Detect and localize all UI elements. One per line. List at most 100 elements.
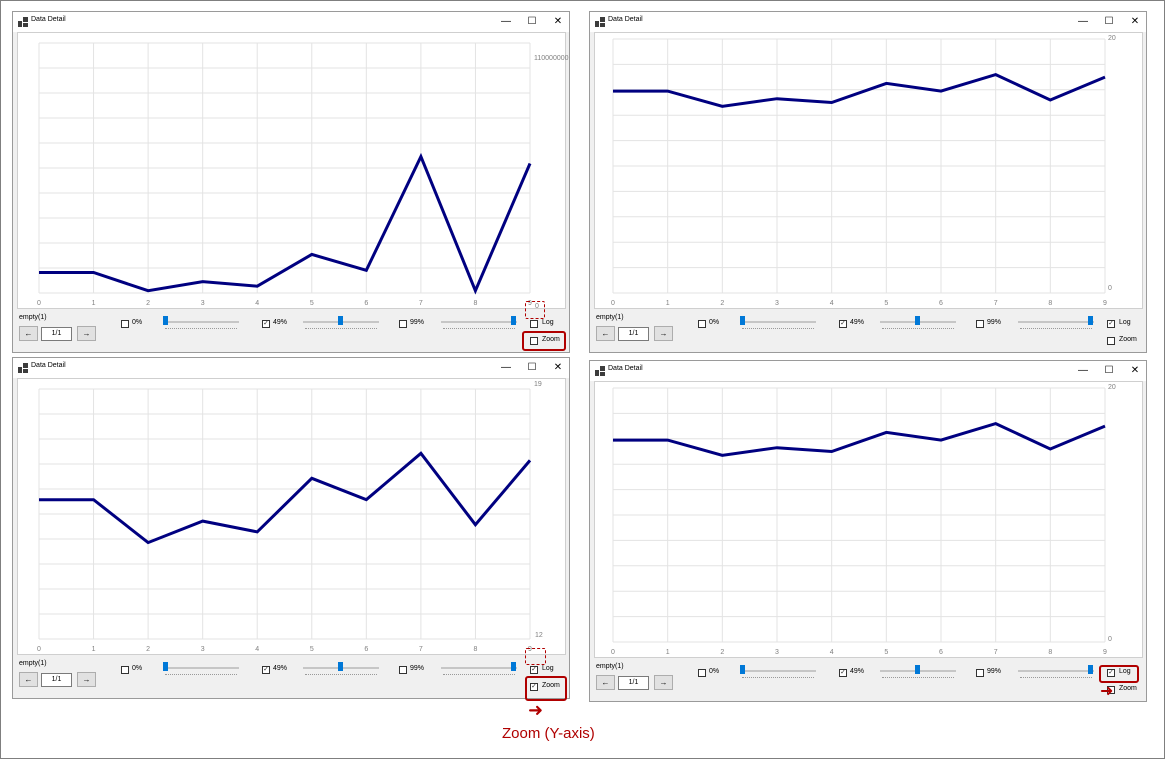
x-tick-label: 9 (1103, 649, 1107, 656)
data-detail-window: Data Detail — ☐ ✕ 0 1 2 3 4 5 6 7 8 9 20 0 empty(1) ← 1/1 →… (589, 360, 1147, 702)
prev-page-button[interactable]: ← (19, 672, 38, 687)
x-tick-label: 4 (255, 646, 259, 653)
threshold-high-slider[interactable] (441, 321, 517, 323)
threshold-low-label: 0% (709, 319, 720, 326)
prev-page-button[interactable]: ← (596, 326, 615, 341)
page-field[interactable]: 1/1 (41, 673, 72, 687)
slider-thumb[interactable] (338, 662, 343, 671)
zoom-label: Zoom (542, 682, 560, 689)
threshold-high-checkbox[interactable] (399, 666, 407, 674)
close-button[interactable]: ✕ (553, 362, 563, 373)
maximize-button[interactable]: ☐ (527, 16, 537, 27)
threshold-mid-checkbox[interactable]: ✓ (839, 669, 847, 677)
threshold-low-slider[interactable] (740, 321, 816, 323)
next-page-button[interactable]: → (654, 326, 673, 341)
threshold-high-slider[interactable] (1018, 670, 1094, 672)
x-tick-label: 0 (37, 646, 41, 653)
threshold-low-checkbox[interactable] (121, 666, 129, 674)
x-tick-label: 1 (666, 300, 670, 307)
slider-ticks (882, 328, 954, 330)
page-field[interactable]: 1/1 (618, 676, 649, 690)
series-label: empty(1) (19, 314, 47, 321)
log-checkbox[interactable]: ✓ (530, 666, 538, 674)
threshold-low-slider[interactable] (163, 667, 239, 669)
close-button[interactable]: ✕ (1130, 16, 1140, 27)
prev-page-button[interactable]: ← (19, 326, 38, 341)
next-page-button[interactable]: → (77, 326, 96, 341)
zoom-checkbox[interactable]: ✓ (530, 683, 538, 691)
minimize-button[interactable]: — (501, 16, 511, 27)
prev-page-button[interactable]: ← (596, 675, 615, 690)
slider-thumb[interactable] (740, 316, 745, 325)
slider-thumb[interactable] (163, 316, 168, 325)
threshold-high-label: 99% (410, 319, 425, 326)
y-max-label: 19 (534, 381, 542, 388)
series-line (613, 421, 1106, 457)
threshold-high-checkbox[interactable] (399, 320, 407, 328)
threshold-mid-checkbox[interactable]: ✓ (262, 666, 270, 674)
threshold-low-label: 0% (132, 665, 143, 672)
title-bar[interactable]: Data Detail — ☐ ✕ (13, 12, 569, 32)
threshold-low-checkbox[interactable] (121, 320, 129, 328)
maximize-button[interactable]: ☐ (527, 362, 537, 373)
data-detail-window: Data Detail — ☐ ✕ 0 1 2 3 4 5 6 7 8 9 19 12 empty(1) ← 1/1… (12, 357, 570, 701)
close-button[interactable]: ✕ (1130, 365, 1140, 376)
zoom-checkbox[interactable] (1107, 686, 1115, 694)
minimize-button[interactable]: — (1078, 16, 1088, 27)
slider-thumb[interactable] (740, 665, 745, 674)
slider-thumb[interactable] (915, 665, 920, 674)
y-min-label: 0 (1108, 636, 1112, 643)
title-bar[interactable]: Data Detail — ☐ ✕ (13, 358, 569, 378)
maximize-button[interactable]: ☐ (1104, 365, 1114, 376)
x-tick-label: 5 (310, 646, 314, 653)
close-button[interactable]: ✕ (553, 16, 563, 27)
threshold-low-slider[interactable] (163, 321, 239, 323)
log-checkbox[interactable] (530, 320, 538, 328)
app-icon (18, 17, 28, 27)
log-checkbox[interactable]: ✓ (1107, 669, 1115, 677)
x-tick-label: 1 (666, 649, 670, 656)
y-min-label: 0 (1108, 285, 1112, 292)
threshold-mid-checkbox[interactable]: ✓ (262, 320, 270, 328)
series-label: empty(1) (596, 314, 624, 321)
threshold-low-checkbox[interactable] (698, 320, 706, 328)
threshold-high-checkbox[interactable] (976, 320, 984, 328)
title-bar[interactable]: Data Detail — ☐ ✕ (590, 361, 1146, 381)
zoom-checkbox[interactable] (1107, 337, 1115, 345)
zoom-checkbox[interactable] (530, 337, 538, 345)
zoom-label: Zoom (1119, 336, 1137, 343)
x-tick-label: 3 (775, 649, 779, 656)
threshold-high-slider[interactable] (441, 667, 517, 669)
slider-thumb[interactable] (338, 316, 343, 325)
series-line (613, 72, 1106, 108)
threshold-low-checkbox[interactable] (698, 669, 706, 677)
maximize-button[interactable]: ☐ (1104, 16, 1114, 27)
slider-thumb[interactable] (511, 662, 516, 671)
page-field[interactable]: 1/1 (618, 327, 649, 341)
slider-thumb[interactable] (915, 316, 920, 325)
threshold-mid-checkbox[interactable]: ✓ (839, 320, 847, 328)
next-page-button[interactable]: → (77, 672, 96, 687)
minimize-button[interactable]: — (1078, 365, 1088, 376)
x-tick-label: 0 (611, 300, 615, 307)
threshold-mid-label: 49% (273, 319, 288, 326)
slider-thumb[interactable] (163, 662, 168, 671)
page-field[interactable]: 1/1 (41, 327, 72, 341)
slider-ticks (165, 328, 237, 330)
next-page-button[interactable]: → (654, 675, 673, 690)
slider-thumb[interactable] (1088, 665, 1093, 674)
log-checkbox[interactable]: ✓ (1107, 320, 1115, 328)
log-highlight (1099, 665, 1139, 683)
title-bar[interactable]: Data Detail — ☐ ✕ (590, 12, 1146, 32)
x-tick-label: 7 (994, 649, 998, 656)
threshold-high-checkbox[interactable] (976, 669, 984, 677)
threshold-high-slider[interactable] (1018, 321, 1094, 323)
slider-thumb[interactable] (511, 316, 516, 325)
x-tick-label: 9 (528, 646, 532, 653)
minimize-button[interactable]: — (501, 362, 511, 373)
x-tick-label: 8 (473, 646, 477, 653)
slider-thumb[interactable] (1088, 316, 1093, 325)
threshold-high-label: 99% (410, 665, 425, 672)
threshold-low-slider[interactable] (740, 670, 816, 672)
zoom-label: Zoom (1119, 685, 1137, 692)
